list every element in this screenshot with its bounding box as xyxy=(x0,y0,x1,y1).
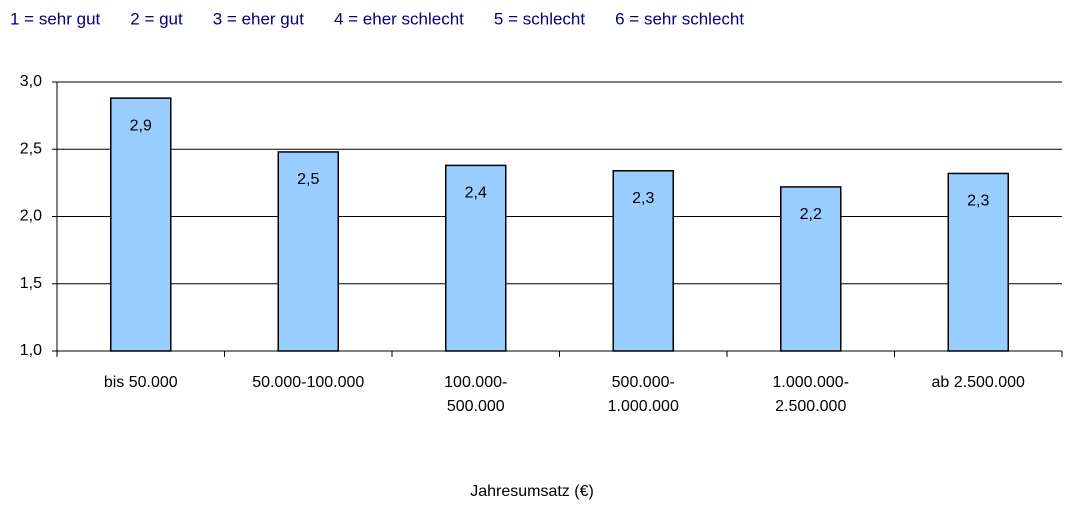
data-label: 2,3 xyxy=(967,193,989,210)
data-label: 2,4 xyxy=(465,185,487,202)
data-label: 2,9 xyxy=(130,117,152,134)
x-tick-label: bis 50.000 xyxy=(104,374,178,391)
bar xyxy=(110,97,172,352)
x-tick-label: 100.000-500.000 xyxy=(444,374,507,415)
y-tick-label: 2,0 xyxy=(20,208,42,225)
scale-legend-item: 6 = sehr schlecht xyxy=(615,9,744,28)
x-tick-label: 1.000.000-2.500.000 xyxy=(772,374,849,415)
y-tick-label: 2,5 xyxy=(20,140,42,157)
data-label: 2,2 xyxy=(800,206,822,223)
data-label: 2,3 xyxy=(632,190,654,207)
scale-legend-item: 1 = sehr gut xyxy=(10,9,101,28)
bar xyxy=(780,186,842,352)
scale-legend-item: 4 = eher schlecht xyxy=(334,9,464,28)
data-label: 2,5 xyxy=(297,171,319,188)
scale-legend-item: 2 = gut xyxy=(130,9,183,28)
x-tick-label: ab 2.500.000 xyxy=(932,374,1026,391)
x-axis-label: Jahresumsatz (€) xyxy=(470,483,594,500)
x-tick-label: 500.000-1.000.000 xyxy=(608,374,679,415)
bar xyxy=(947,172,1009,352)
scale-legend-item: 3 = eher gut xyxy=(213,9,304,28)
y-tick-label: 1,0 xyxy=(20,342,42,359)
x-tick-label: 50.000-100.000 xyxy=(252,374,364,391)
bar xyxy=(277,151,339,352)
y-tick-label: 3,0 xyxy=(20,73,42,90)
scale-legend-item: 5 = schlecht xyxy=(494,9,585,28)
bar xyxy=(445,164,507,352)
y-tick-label: 1,5 xyxy=(20,275,42,292)
bar xyxy=(612,170,674,352)
